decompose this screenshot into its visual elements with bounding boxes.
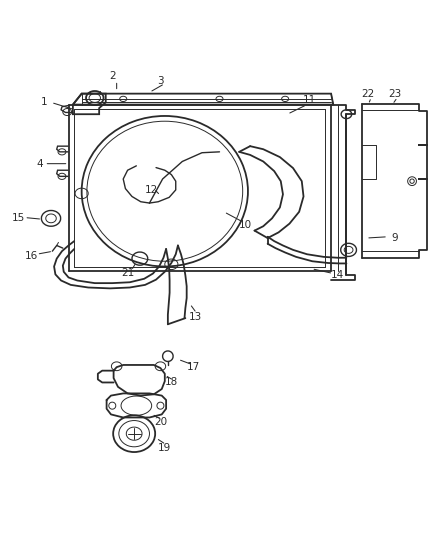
Text: 20: 20 xyxy=(153,417,166,427)
Text: 11: 11 xyxy=(302,95,315,105)
Text: 16: 16 xyxy=(25,251,38,261)
Text: 19: 19 xyxy=(158,443,171,453)
Text: 22: 22 xyxy=(361,88,374,99)
Text: 12: 12 xyxy=(145,185,158,195)
Text: 9: 9 xyxy=(390,233,397,243)
Text: 1: 1 xyxy=(41,98,48,107)
Text: 4: 4 xyxy=(37,159,43,168)
Text: 13: 13 xyxy=(188,312,201,322)
Text: 18: 18 xyxy=(164,377,177,387)
Text: 10: 10 xyxy=(239,220,252,230)
Text: 2: 2 xyxy=(109,71,115,81)
Text: 15: 15 xyxy=(11,213,25,223)
Text: 17: 17 xyxy=(186,362,199,372)
Text: 21: 21 xyxy=(121,268,134,278)
Text: 3: 3 xyxy=(157,76,163,85)
Text: 23: 23 xyxy=(387,88,400,99)
Text: 14: 14 xyxy=(330,270,343,280)
